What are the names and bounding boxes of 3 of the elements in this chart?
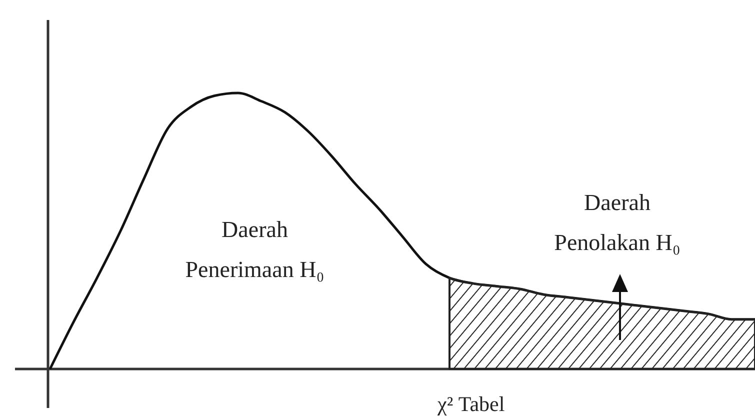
annotation: Daerah Penerimaan H₀ bbox=[185, 217, 324, 282]
annotation: Daerah Penolakan H₀ bbox=[554, 190, 680, 255]
text: χ² Tabel bbox=[436, 392, 505, 416]
